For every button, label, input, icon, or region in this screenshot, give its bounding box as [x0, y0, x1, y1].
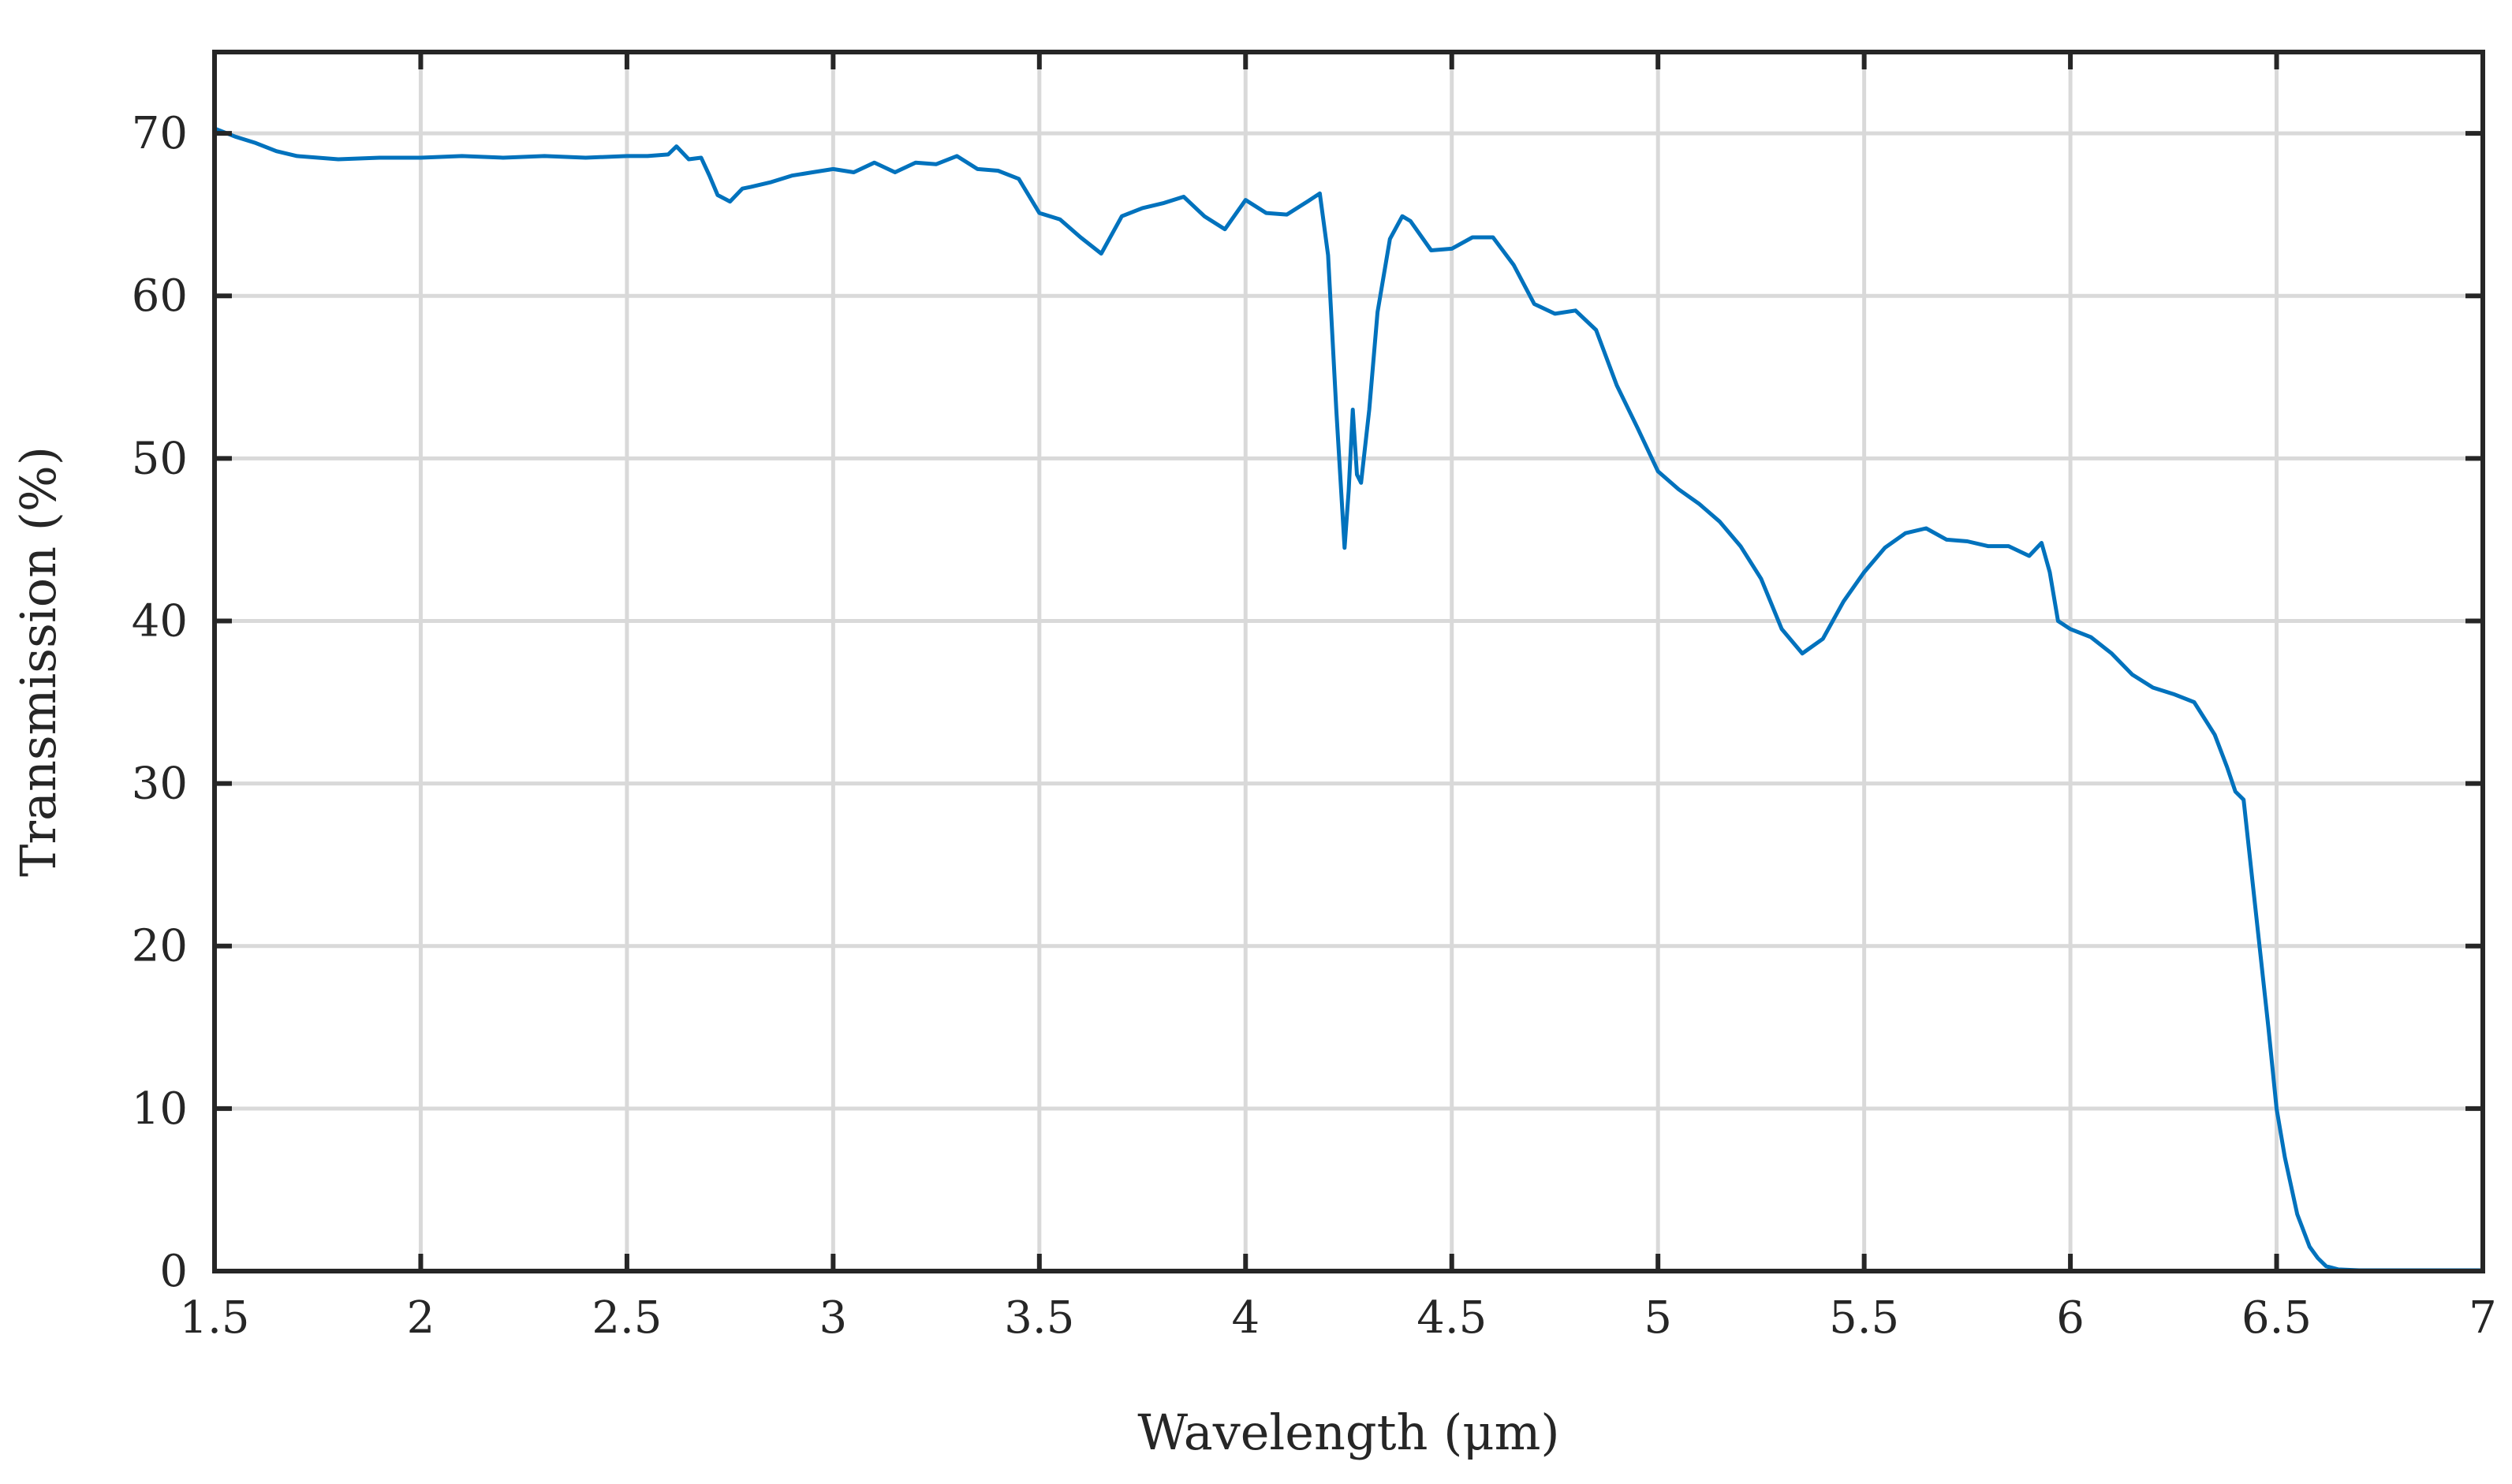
plot-frame [212, 50, 2485, 1273]
x-tick-label: 2 [407, 1292, 435, 1344]
x-tick-label: 5.5 [1829, 1292, 1899, 1344]
y-tick-label: 20 [132, 921, 188, 972]
y-tick-label: 0 [159, 1246, 188, 1297]
y-tick-labels: 0 10 20 30 40 50 60 70 [132, 108, 188, 1297]
y-tick-label: 10 [132, 1083, 188, 1135]
x-tick-label: 1.5 [179, 1292, 249, 1344]
x-axis-label: Wavelength (μm) [1137, 1404, 1559, 1461]
y-axis-label: Transmission (%) [9, 446, 67, 877]
transmission-series-line [212, 126, 2485, 1273]
data-series [212, 126, 2485, 1273]
x-tick-label: 4 [1231, 1292, 1260, 1344]
tick-marks [212, 52, 2485, 1273]
x-tick-label: 3.5 [1004, 1292, 1074, 1344]
x-tick-label: 3 [819, 1292, 848, 1344]
x-tick-label: 5 [1644, 1292, 1672, 1344]
y-tick-label: 50 [132, 433, 188, 484]
x-tick-labels: 1.5 2 2.5 3 3.5 4 4.5 5 5.5 6 6.5 7 [179, 1292, 2496, 1344]
x-tick-label: 7 [2469, 1292, 2497, 1344]
y-tick-label: 30 [132, 759, 188, 810]
y-tick-label: 60 [132, 270, 188, 322]
x-tick-label: 6 [2056, 1292, 2085, 1344]
y-tick-label: 70 [132, 108, 188, 159]
x-tick-label: 2.5 [592, 1292, 662, 1344]
x-tick-label: 4.5 [1416, 1292, 1487, 1344]
y-tick-label: 40 [132, 595, 188, 647]
x-tick-label: 6.5 [2241, 1292, 2312, 1344]
